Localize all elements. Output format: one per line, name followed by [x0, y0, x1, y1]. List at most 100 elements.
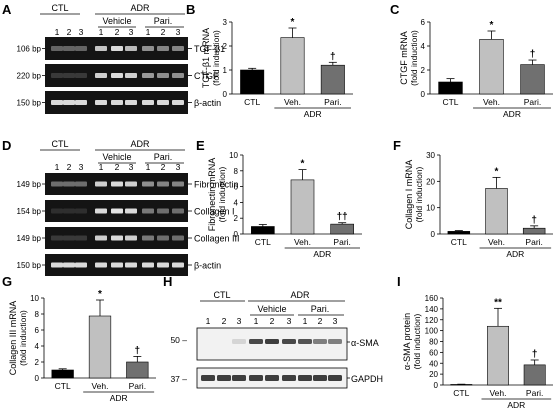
band-size-label: 106 bp	[17, 45, 42, 54]
significance-mark: †	[330, 51, 336, 62]
y-axis-label-unit: (fold induction)	[414, 166, 424, 222]
gel-band	[142, 46, 154, 51]
significance-mark: *	[495, 166, 499, 177]
significance-mark: ††	[337, 212, 348, 223]
category-label: CTL	[453, 388, 469, 398]
blot-band	[328, 375, 342, 381]
lane-number: 1	[99, 27, 104, 37]
mw-marker: 37 –	[170, 374, 187, 384]
blot-band	[282, 375, 296, 381]
gel-band	[125, 100, 137, 105]
lane-number: 1	[55, 162, 60, 172]
y-tick-label: 10	[229, 151, 238, 160]
group-label: ADR	[304, 109, 322, 119]
y-axis-label: CTGF mRNA	[399, 31, 409, 85]
lane-number: 3	[237, 316, 242, 326]
band-target-label: β-actin	[194, 261, 221, 271]
gel-band	[95, 73, 107, 78]
y-tick-label: 8	[234, 167, 239, 176]
gel-band	[95, 46, 107, 51]
gel-band	[75, 208, 87, 214]
y-tick-label: 6	[421, 18, 426, 27]
gel-band	[75, 235, 87, 241]
group-label-vehicle: Vehicle	[102, 16, 131, 26]
band-target-label: Fibronectin	[194, 180, 239, 190]
category-label: CTL	[255, 237, 271, 247]
blot-band	[249, 339, 263, 344]
bar	[126, 361, 149, 379]
gel-band	[172, 73, 184, 78]
gel-band	[157, 235, 169, 241]
y-tick-label: 1	[223, 66, 228, 75]
category-label: Pari.	[333, 237, 350, 247]
gel-band	[172, 262, 184, 268]
gel-band	[157, 181, 169, 187]
gel-band	[63, 46, 75, 51]
gel-band	[172, 181, 184, 187]
band-target-label: GAPDH	[351, 374, 383, 384]
group-label: ADR	[507, 400, 525, 408]
group-label: ADR	[110, 393, 128, 403]
gel-band	[51, 208, 63, 214]
band-target-label: α-SMA	[351, 338, 379, 348]
blot-band	[201, 375, 215, 381]
y-axis-label-unit: (fold induction)	[211, 30, 221, 86]
band-target-label: β-actin	[194, 98, 221, 108]
bar-chart-B: 0 1 2 3 TGF-β1 mRNA (fold induction) CTL * Veh. †…	[201, 17, 353, 119]
blot-band	[282, 339, 296, 344]
y-tick-label: 40	[429, 359, 438, 368]
y-tick-label: 6	[234, 183, 239, 192]
group-label-vehicle: Vehicle	[257, 304, 286, 314]
gel-band	[95, 235, 107, 241]
panel-letter-I: I	[397, 274, 401, 289]
gel-band	[142, 100, 154, 105]
group-label-adr: ADR	[130, 3, 150, 13]
gel-band	[172, 208, 184, 214]
y-tick-label: 0	[434, 381, 439, 390]
y-tick-label: 20	[426, 177, 435, 186]
blot-band	[217, 375, 231, 381]
bar	[280, 37, 305, 95]
panel-letter-G: G	[2, 274, 12, 289]
blot-band	[313, 375, 327, 381]
y-tick-label: 80	[429, 338, 438, 347]
lane-number: 1	[303, 316, 308, 326]
blot-band	[298, 339, 312, 344]
gel-band	[51, 181, 63, 187]
bar-chart-C: 0 2 4 6 CTGF mRNA (fold induction) CTL * Veh. † Pa…	[399, 18, 553, 119]
significance-mark: *	[98, 289, 102, 300]
y-axis-label: α-SMA protein	[402, 313, 412, 370]
gel-band	[125, 73, 137, 78]
y-tick-label: 60	[429, 348, 438, 357]
blot-band	[265, 375, 279, 381]
lane-number: 3	[176, 27, 181, 37]
category-label: Veh.	[489, 388, 506, 398]
y-tick-label: 8	[35, 310, 40, 319]
gel-band	[63, 181, 75, 187]
lane-number: 2	[270, 316, 275, 326]
y-tick-label: 0	[35, 374, 40, 383]
gel-band	[125, 208, 137, 214]
bar	[320, 64, 345, 95]
y-tick-label: 2	[35, 358, 40, 367]
group-label: ADR	[313, 249, 331, 259]
category-label: Veh.	[294, 237, 311, 247]
gel-band	[75, 100, 87, 105]
band-size-label: 149 bp	[17, 234, 42, 243]
category-label: CTL	[451, 237, 467, 247]
category-label: Veh.	[284, 97, 301, 107]
lane-number: 2	[161, 27, 166, 37]
y-tick-label: 4	[35, 342, 40, 351]
lane-number: 2	[161, 162, 166, 172]
category-label: Veh.	[91, 381, 108, 391]
group-label-ctl: CTL	[213, 290, 230, 300]
category-label: Veh.	[483, 97, 500, 107]
gel-band	[142, 181, 154, 187]
gel-band	[75, 46, 87, 51]
band-target-label: Collagen III	[194, 234, 240, 244]
significance-mark: †	[532, 349, 538, 360]
gel-band	[172, 235, 184, 241]
category-label: Pari.	[525, 237, 542, 247]
gel-band	[172, 100, 184, 105]
